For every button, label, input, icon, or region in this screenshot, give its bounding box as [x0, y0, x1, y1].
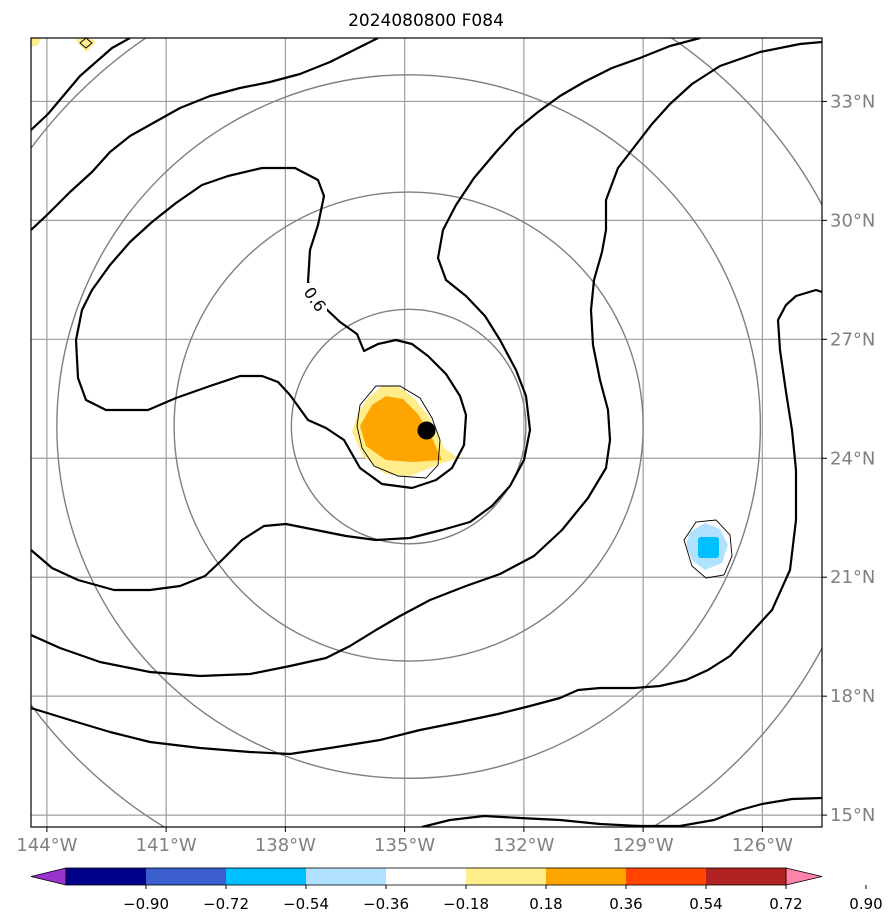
shaded-anomaly-fields — [31, 38, 728, 570]
colorbar-block — [706, 868, 787, 885]
contour-third — [31, 40, 822, 678]
colorbar-frame — [65, 867, 787, 886]
colorbar-block — [626, 868, 707, 885]
colorbar-block — [226, 868, 307, 885]
contour-top-left-2 — [31, 38, 379, 231]
thin-contour-center — [356, 385, 441, 479]
negative-shade-strong — [698, 537, 719, 558]
colorbar-tick-label: −0.72 — [203, 895, 249, 913]
colorbar-block — [306, 868, 387, 885]
y-tick-label: 27°N — [830, 329, 875, 350]
colorbar-block — [146, 868, 227, 885]
small-shade-corner — [31, 38, 41, 47]
range-ring — [290, 308, 527, 545]
range-ring — [56, 74, 762, 780]
x-tick-label: 132°W — [493, 835, 554, 856]
x-tick-label: 144°W — [16, 835, 77, 856]
y-tick-label: 33°N — [830, 91, 875, 112]
colorbar-extend-max — [785, 867, 823, 886]
y-tick-label: 15°N — [830, 805, 875, 826]
x-tick-label: 141°W — [136, 835, 197, 856]
y-tick-label: 24°N — [830, 448, 875, 469]
colorbar-tick-label: −0.36 — [363, 895, 409, 913]
x-tick-label: 126°W — [732, 835, 793, 856]
x-tick-label: 129°W — [613, 835, 674, 856]
y-axis-tick-labels: 15°N 18°N 21°N 24°N 27°N 30°N 33°N — [822, 91, 875, 826]
contour-top-left-1 — [31, 38, 131, 131]
colorbar-block — [66, 868, 147, 885]
colorbar-tick-label: 0.72 — [769, 895, 802, 913]
thin-contour-corner — [79, 38, 93, 49]
contour-fourth — [31, 288, 822, 756]
y-tick-label: 18°N — [830, 686, 875, 707]
contour-bottom — [421, 796, 822, 827]
colorbar-tick-label: 0.54 — [689, 895, 722, 913]
contour-inner — [74, 166, 468, 490]
storm-center-marker — [417, 421, 436, 440]
contour-second — [31, 38, 701, 592]
contour-label-mask — [301, 283, 327, 317]
thin-contours — [79, 38, 733, 579]
thin-contour-east — [683, 519, 733, 579]
colorbar-tick-label: −0.18 — [443, 895, 489, 913]
small-shade-top — [76, 38, 96, 52]
y-tick-label: 30°N — [830, 210, 875, 231]
range-ring — [173, 191, 644, 662]
positive-shade-strong — [360, 396, 442, 462]
x-tick-label: 138°W — [255, 835, 316, 856]
colorbar-block — [546, 868, 627, 885]
thick-contours — [31, 38, 822, 827]
colorbar-extend-min — [30, 867, 67, 886]
plot-frame — [30, 37, 823, 828]
colorbar-tick-label: 0.36 — [609, 895, 642, 913]
x-tick-label: 135°W — [374, 835, 435, 856]
colorbar-block — [466, 868, 547, 885]
colorbar-tick-label: −0.90 — [123, 895, 169, 913]
y-tick-label: 21°N — [830, 567, 875, 588]
x-axis-tick-labels: 144°W 141°W 138°W 135°W 132°W 129°W 126°W — [16, 827, 793, 856]
colorbar-tick-label: 0.18 — [529, 895, 562, 913]
chart-title: 2024080800 F084 — [348, 11, 504, 31]
map-plot-area: 0.6 — [31, 38, 822, 827]
colorbar-tick-label: −0.54 — [283, 895, 329, 913]
colorbar-block — [386, 868, 467, 885]
colorbar-tick-label: 0.90 — [849, 895, 882, 913]
range-rings — [31, 38, 822, 827]
colorbar: −0.90 −0.72 −0.54 −0.36 −0.18 0.18 0.36 0.54 0.7… — [30, 867, 883, 913]
